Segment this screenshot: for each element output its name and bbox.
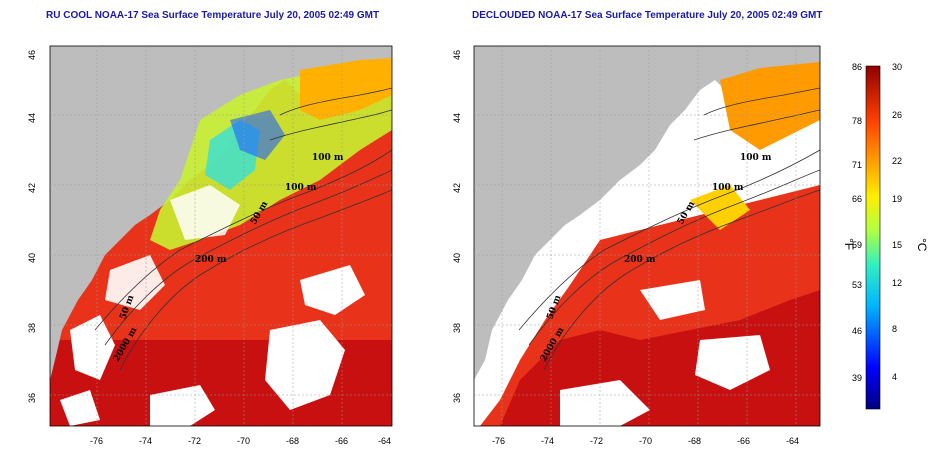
cloud-patch (300, 265, 365, 315)
x-tick-label: -64 (378, 436, 391, 446)
bathymetry-contour (119, 189, 392, 371)
right-map-frame (473, 45, 821, 427)
y-tick-label: 42 (27, 183, 37, 193)
fahrenheit-tick: 59 (852, 240, 862, 250)
celsius-unit-label: °C (915, 238, 929, 252)
bathymetry-contour (528, 169, 820, 346)
x-tick-label: -74 (139, 436, 152, 446)
x-tick-label: -76 (492, 436, 505, 446)
right-graticule (474, 46, 820, 426)
celsius-tick: 26 (892, 110, 902, 120)
contour-label: 100 m (312, 153, 344, 163)
bathymetry-contour (279, 87, 392, 116)
contour-label: 200 m (195, 255, 227, 265)
celsius-tick: 8 (892, 324, 897, 334)
y-tick-label: 36 (452, 393, 462, 403)
left-map-frame (49, 45, 393, 427)
cloud-patch (560, 380, 650, 426)
celsius-tick: 15 (892, 240, 902, 250)
y-tick-label: 36 (27, 393, 37, 403)
celsius-tick: 12 (892, 278, 902, 288)
temperature-colorbar: 86 78 71 66 59 53 46 39 30 26 22 19 15 1… (842, 62, 929, 410)
land-area (50, 46, 392, 380)
x-tick-label: -70 (237, 436, 250, 446)
y-tick-label: 44 (452, 113, 462, 123)
x-tick-label: -66 (737, 436, 750, 446)
celsius-tick: 4 (892, 372, 897, 382)
gulf-of-maine-warm-patch (300, 58, 392, 120)
x-tick-label: -64 (786, 436, 799, 446)
bathymetry-contour (104, 169, 392, 346)
right-sst-map: 100 m 100 m 50 m 200 m 50 m 2000 m -76 -… (452, 45, 821, 446)
celsius-scale: 30 26 22 19 15 12 8 4 (892, 62, 902, 382)
gulf-of-maine-warm-patch (720, 62, 820, 150)
contour-label: 100 m (712, 183, 744, 193)
contour-label: 200 m (624, 255, 656, 265)
x-tick-label: -70 (639, 436, 652, 446)
y-tick-label: 40 (452, 253, 462, 263)
fahrenheit-tick: 46 (852, 326, 862, 336)
fahrenheit-tick: 66 (852, 194, 862, 204)
left-x-axis: -76 -74 -72 -70 -68 -66 -64 (90, 436, 391, 446)
fahrenheit-tick: 53 (852, 280, 862, 290)
contour-label: 100 m (740, 153, 772, 163)
x-tick-label: -72 (188, 436, 201, 446)
celsius-tick: 30 (892, 62, 902, 72)
x-tick-label: -76 (90, 436, 103, 446)
x-tick-label: -68 (688, 436, 701, 446)
cloud-patch (640, 280, 705, 320)
fahrenheit-tick: 78 (852, 116, 862, 126)
celsius-tick: 19 (892, 194, 902, 204)
y-tick-label: 46 (27, 50, 37, 60)
y-tick-label: 44 (27, 113, 37, 123)
bathymetry-contour (518, 149, 820, 331)
contour-label: 100 m (285, 183, 317, 193)
fahrenheit-tick: 39 (852, 373, 862, 383)
cloud-patch (105, 255, 165, 310)
bathymetry-contour (693, 109, 820, 141)
colorbar-gradient (865, 65, 881, 410)
x-tick-label: -74 (541, 436, 554, 446)
fahrenheit-tick: 86 (852, 62, 862, 72)
fahrenheit-tick: 71 (852, 160, 862, 170)
bathymetry-contour (94, 149, 392, 331)
bathymetry-contour (543, 189, 820, 371)
left-sst-map: 100 m 100 m 50 m 200 m 50 m 2000 m -76 -… (27, 45, 393, 446)
fahrenheit-scale: 86 78 71 66 59 53 46 39 (852, 62, 862, 383)
x-tick-label: -66 (335, 436, 348, 446)
right-y-axis: 46 44 42 40 38 36 (452, 50, 462, 403)
left-map-title: RU COOL NOAA-17 Sea Surface Temperature … (46, 10, 380, 21)
cloud-patch (60, 390, 100, 426)
cloud-patch (170, 185, 240, 240)
y-tick-label: 40 (27, 253, 37, 263)
y-tick-label: 42 (452, 183, 462, 193)
cloud-patch (70, 315, 115, 380)
y-tick-label: 38 (452, 323, 462, 333)
left-y-axis: 46 44 42 40 38 36 (27, 50, 37, 403)
shelf-warm-patch (690, 185, 750, 230)
celsius-tick: 22 (892, 156, 902, 166)
left-graticule (50, 46, 392, 426)
bathymetry-contour (703, 87, 820, 116)
cloud-patch (265, 320, 345, 410)
land-area (474, 46, 820, 380)
right-map-title: DECLOUDED NOAA-17 Sea Surface Temperatur… (472, 10, 823, 21)
bathymetry-contour (269, 109, 392, 141)
fahrenheit-unit-label: °F (842, 238, 856, 250)
x-tick-label: -68 (286, 436, 299, 446)
x-tick-label: -72 (590, 436, 603, 446)
y-tick-label: 46 (452, 50, 462, 60)
cloud-patch (695, 335, 770, 390)
right-x-axis: -76 -74 -72 -70 -68 -66 -64 (492, 436, 799, 446)
y-tick-label: 38 (27, 323, 37, 333)
